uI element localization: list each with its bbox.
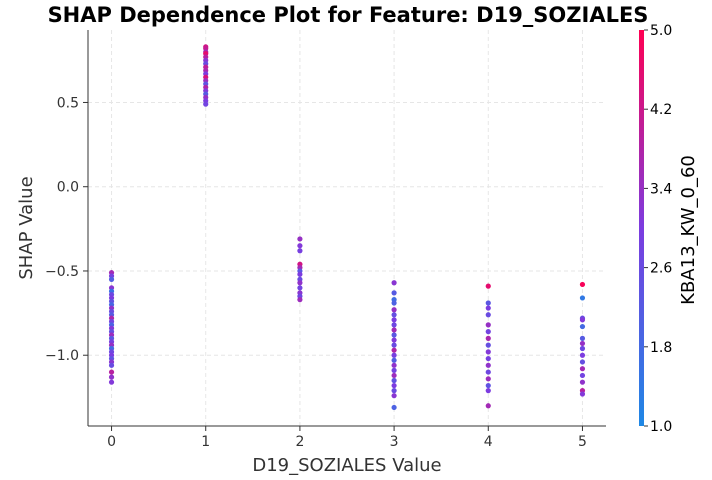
chart-title: SHAP Dependence Plot for Feature: D19_SO… — [48, 3, 649, 27]
x-axis-label: D19_SOZIALES Value — [252, 455, 441, 476]
data-point — [297, 297, 303, 303]
data-point — [485, 369, 491, 375]
x-tick-label: 0 — [107, 434, 116, 450]
data-point — [391, 342, 397, 348]
data-point — [485, 322, 491, 328]
colorbar-tick-label: 1.0 — [650, 419, 672, 435]
scatter-points — [108, 44, 586, 411]
data-point — [579, 281, 586, 288]
y-tick-label: −0.5 — [45, 264, 79, 280]
colorbar — [639, 30, 644, 426]
data-point — [485, 312, 491, 318]
data-point — [391, 317, 397, 323]
data-point — [391, 312, 397, 318]
data-point — [579, 295, 586, 301]
gridlines — [88, 30, 606, 426]
data-point — [391, 307, 397, 313]
colorbar-label: KBA13_KW_0_60 — [678, 155, 699, 305]
data-point — [203, 101, 209, 107]
data-point — [579, 372, 586, 379]
data-point — [485, 300, 491, 306]
x-tick-label: 3 — [390, 434, 399, 450]
data-point — [485, 376, 491, 382]
data-point — [485, 342, 491, 348]
data-point — [485, 283, 491, 289]
data-point — [108, 276, 115, 282]
data-point — [485, 388, 491, 394]
colorbar-tick-label: 1.8 — [650, 340, 672, 356]
data-point — [485, 362, 491, 368]
data-point — [485, 335, 491, 341]
data-point — [297, 243, 303, 249]
data-point — [391, 280, 397, 286]
data-point — [391, 404, 397, 411]
y-tick-label: −1.0 — [45, 348, 79, 364]
data-point — [391, 347, 397, 353]
data-point — [391, 300, 397, 306]
colorbar-tick-label: 4.2 — [650, 102, 672, 118]
data-point — [579, 379, 586, 385]
data-point — [391, 352, 397, 358]
data-point — [108, 374, 115, 380]
colorbar-ticks: 1.0 1.8 2.6 3.4 4.2 5.0 — [644, 23, 672, 435]
y-tick-label: 0.5 — [57, 95, 79, 111]
data-point — [391, 362, 397, 368]
data-point — [108, 369, 115, 375]
data-point — [485, 349, 491, 355]
data-point — [579, 359, 586, 365]
data-point — [297, 236, 303, 242]
data-point — [391, 372, 397, 379]
data-point — [579, 317, 586, 323]
y-axis-label: SHAP Value — [16, 176, 37, 279]
data-point — [579, 391, 586, 397]
x-tick-label: 1 — [201, 434, 210, 450]
data-point — [391, 322, 397, 328]
data-point — [108, 379, 115, 385]
data-point — [297, 280, 303, 286]
colorbar-tick-label: 5.0 — [650, 23, 672, 39]
data-point — [391, 327, 397, 333]
data-point — [485, 329, 491, 335]
x-tick-label: 5 — [578, 434, 587, 450]
colorbar-tick-label: 3.4 — [650, 181, 672, 197]
data-point — [391, 393, 397, 399]
data-point — [297, 271, 303, 277]
data-point — [391, 382, 397, 389]
data-point — [391, 367, 397, 373]
colorbar-tick-label: 2.6 — [650, 261, 672, 277]
data-point — [391, 290, 397, 296]
data-point — [297, 285, 303, 291]
data-point — [108, 362, 115, 368]
data-point — [391, 337, 397, 343]
data-point — [391, 388, 397, 394]
data-point — [485, 305, 491, 311]
x-tick-label: 2 — [295, 434, 304, 450]
data-point — [579, 323, 586, 330]
data-point — [297, 248, 303, 254]
data-point — [391, 377, 397, 384]
data-point — [579, 340, 586, 347]
y-axis-ticks: −1.0 −0.5 0.0 0.5 — [45, 95, 88, 364]
data-point — [579, 345, 586, 352]
data-point — [579, 335, 586, 341]
data-point — [485, 355, 491, 362]
data-point — [579, 352, 586, 358]
data-point — [391, 332, 397, 338]
data-point — [485, 382, 491, 389]
data-point — [485, 403, 491, 409]
y-tick-label: 0.0 — [57, 180, 79, 196]
x-axis-ticks: 0 1 2 3 4 5 — [107, 426, 587, 450]
x-tick-label: 4 — [484, 434, 493, 450]
data-point — [579, 366, 586, 372]
data-point — [391, 357, 397, 363]
